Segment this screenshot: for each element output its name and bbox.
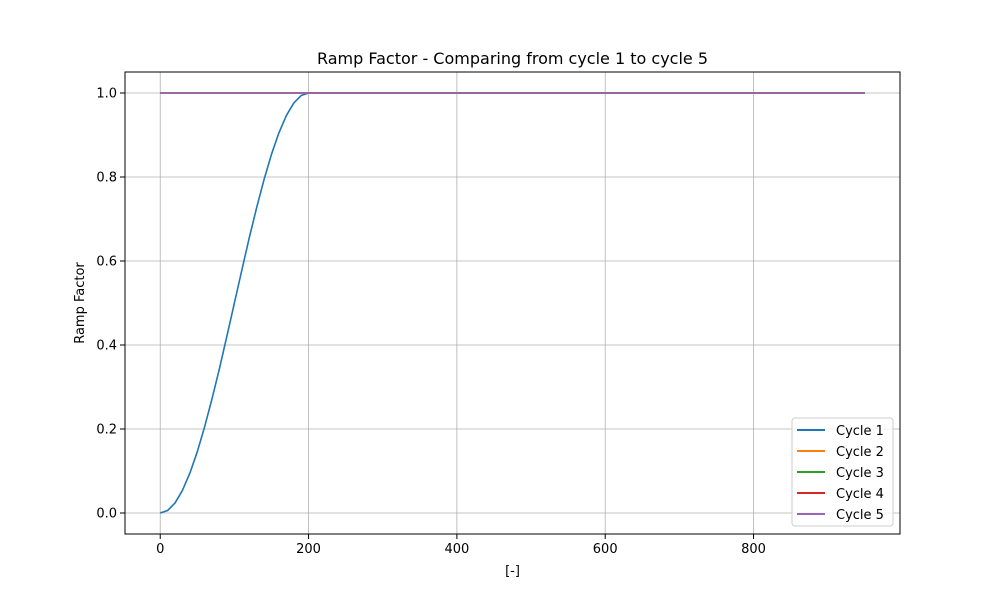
y-tick-label: 0.0 [96,507,117,522]
legend-label-cycle-2: Cycle 2 [836,445,884,460]
plot-layer [159,92,865,514]
x-tick-label: 800 [741,542,766,557]
legend: Cycle 1 Cycle 2 Cycle 3 Cycle 4 Cycle 5 [791,417,894,527]
legend-label-cycle-5: Cycle 5 [836,508,884,523]
x-tick-label: 600 [593,542,618,557]
y-tick-label: 0.2 [96,423,117,438]
y-tick-label: 1.0 [96,87,117,102]
chart-title: Ramp Factor - Comparing from cycle 1 to … [317,49,708,68]
y-tick-label: 0.4 [96,339,117,354]
legend-label-cycle-4: Cycle 4 [836,487,884,502]
legend-label-cycle-1: Cycle 1 [836,424,884,439]
tick-layer: 0 200 400 600 800 0.0 0.2 0.4 0.6 0.8 1.0 [96,87,766,558]
axes-frame [124,71,901,535]
legend-label-cycle-3: Cycle 3 [836,466,884,481]
x-tick-label: 0 [156,542,164,557]
x-tick-label: 400 [444,542,469,557]
series-line-cycle-1 [159,92,865,514]
legend-frame [791,417,894,527]
x-axis-label: [-] [505,564,520,579]
y-tick-label: 0.6 [96,255,117,270]
y-tick-label: 0.8 [96,171,117,186]
x-tick-label: 200 [296,542,321,557]
y-axis-label: Ramp Factor [73,262,88,344]
